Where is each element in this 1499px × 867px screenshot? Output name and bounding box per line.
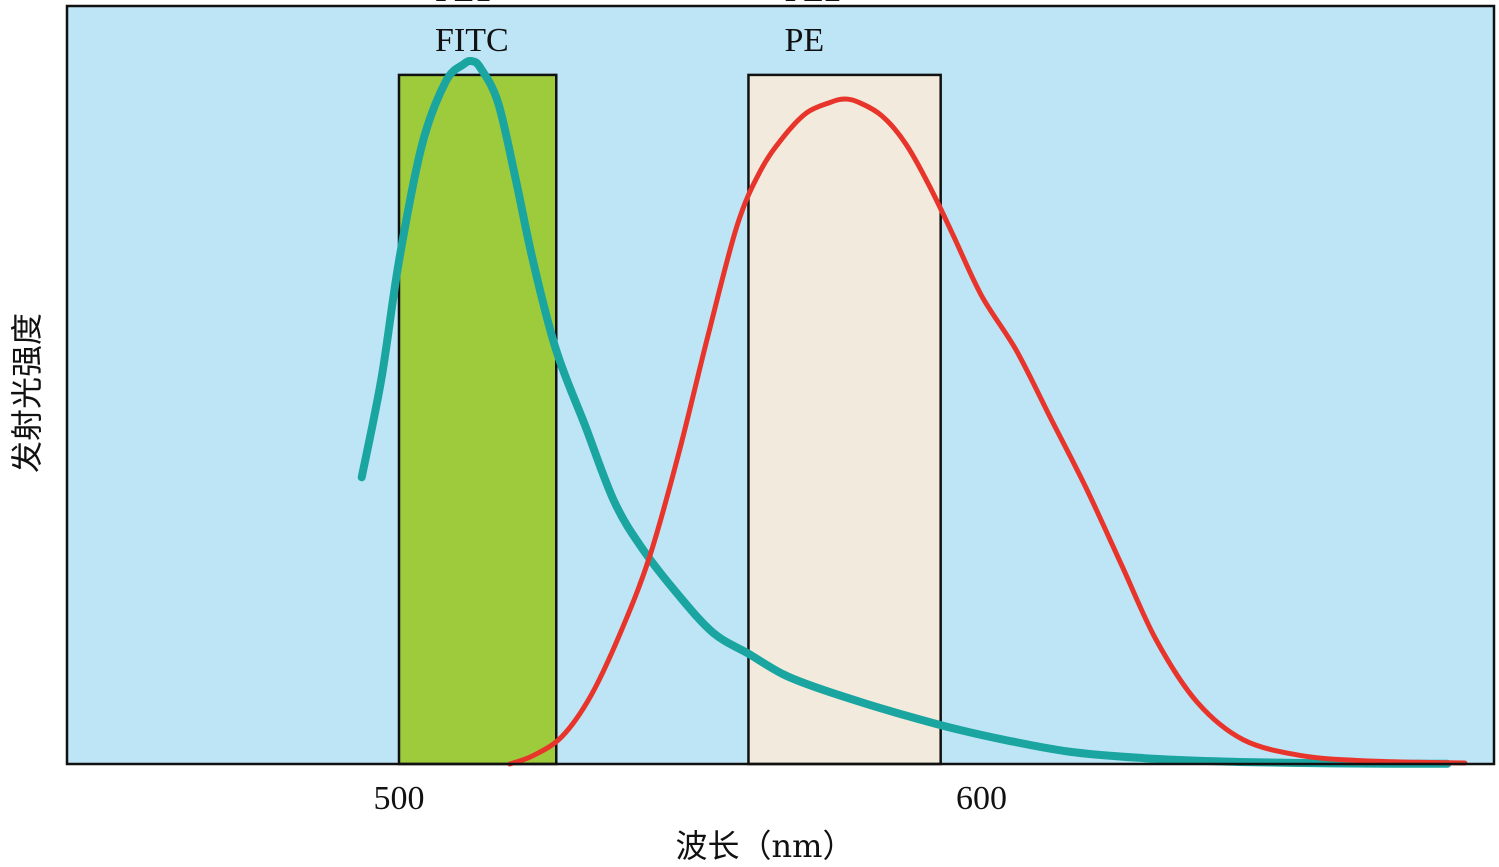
filter-band-2-label-2: PE (784, 22, 824, 59)
fitc-emission-curve (357, 56, 1452, 768)
filter-band-2 (747, 73, 942, 766)
x-tick-label-600: 600 (956, 780, 1007, 817)
pe-emission-curve (507, 96, 1468, 767)
filter-band-1-label-2: FITC (435, 22, 509, 59)
x-axis-title: 波长（nm） (676, 827, 855, 865)
filter-bands: FL1 FITC FL2 PE (397, 0, 942, 766)
plot-frame (65, 4, 1496, 766)
x-tick-label-500: 500 (373, 780, 424, 817)
x-axis-ticks: 500 600 (373, 780, 1006, 817)
filter-band-2-label-1: FL2 (784, 0, 841, 9)
y-axis-title: 发射光强度 (8, 313, 46, 473)
filter-band-1-label-1: FL1 (435, 0, 492, 9)
filter-band-1 (397, 73, 558, 766)
emission-curves (357, 56, 1468, 768)
